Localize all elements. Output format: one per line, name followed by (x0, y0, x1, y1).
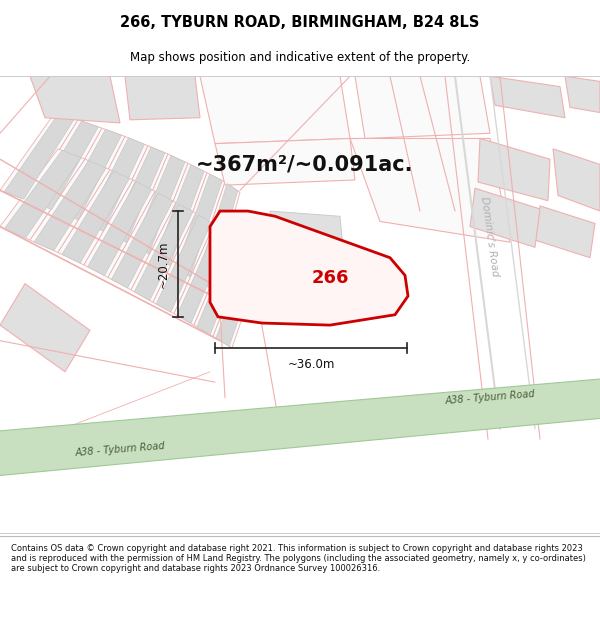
Text: A38 - Tyburn Road: A38 - Tyburn Road (74, 441, 166, 458)
Polygon shape (108, 191, 176, 290)
Text: Contains OS data © Crown copyright and database right 2021. This information is : Contains OS data © Crown copyright and d… (11, 544, 586, 573)
Polygon shape (196, 184, 238, 288)
Polygon shape (173, 173, 225, 279)
Polygon shape (176, 174, 223, 277)
Text: A38 - Tyburn Road: A38 - Tyburn Road (445, 389, 535, 406)
Polygon shape (134, 204, 193, 301)
Polygon shape (112, 193, 173, 288)
Polygon shape (56, 128, 125, 221)
Text: Map shows position and indicative extent of the property.: Map shows position and indicative extent… (130, 51, 470, 64)
Polygon shape (110, 147, 165, 242)
Polygon shape (82, 136, 148, 233)
Polygon shape (60, 129, 122, 220)
Polygon shape (470, 188, 540, 248)
Text: ~20.7m: ~20.7m (157, 240, 170, 288)
Polygon shape (0, 112, 78, 201)
Polygon shape (535, 206, 595, 258)
Polygon shape (86, 138, 145, 231)
Polygon shape (0, 284, 90, 372)
Polygon shape (84, 180, 155, 278)
Polygon shape (107, 146, 168, 244)
Text: ~367m²/~0.091ac.: ~367m²/~0.091ac. (196, 154, 414, 174)
Polygon shape (0, 379, 600, 476)
Polygon shape (32, 121, 98, 209)
Text: 266, TYBURN ROAD, BIRMINGHAM, B24 8LS: 266, TYBURN ROAD, BIRMINGHAM, B24 8LS (121, 16, 479, 31)
Polygon shape (155, 165, 204, 266)
Polygon shape (193, 182, 240, 290)
Polygon shape (30, 76, 120, 123)
Polygon shape (210, 211, 408, 325)
Text: ~36.0m: ~36.0m (287, 358, 335, 371)
Polygon shape (350, 139, 510, 242)
Polygon shape (28, 120, 102, 211)
Polygon shape (177, 226, 229, 323)
Polygon shape (215, 139, 355, 185)
Text: Dominic's Road: Dominic's Road (479, 196, 500, 278)
Polygon shape (133, 156, 185, 254)
Polygon shape (270, 211, 345, 268)
Polygon shape (355, 76, 490, 139)
Polygon shape (88, 182, 152, 276)
Polygon shape (194, 235, 248, 336)
Polygon shape (553, 149, 600, 211)
Polygon shape (200, 76, 350, 144)
Polygon shape (62, 171, 130, 263)
Polygon shape (213, 245, 263, 348)
Polygon shape (34, 161, 106, 251)
Polygon shape (0, 149, 85, 240)
Polygon shape (4, 114, 74, 199)
Polygon shape (565, 76, 600, 112)
Polygon shape (478, 139, 550, 201)
Polygon shape (30, 159, 110, 252)
Polygon shape (216, 247, 261, 346)
Polygon shape (5, 151, 81, 238)
Polygon shape (152, 163, 207, 267)
Polygon shape (197, 236, 245, 335)
Polygon shape (130, 154, 188, 256)
Polygon shape (125, 76, 200, 120)
Polygon shape (153, 213, 214, 314)
Polygon shape (131, 202, 196, 302)
Polygon shape (58, 169, 133, 265)
Polygon shape (156, 215, 211, 312)
Polygon shape (174, 224, 232, 325)
Text: 266: 266 (311, 269, 349, 288)
Polygon shape (490, 76, 565, 118)
